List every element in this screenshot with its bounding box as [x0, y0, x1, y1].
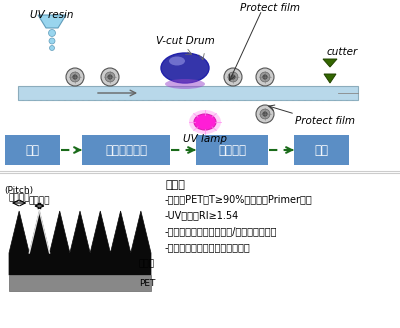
- Circle shape: [224, 68, 242, 86]
- Text: -UV树脂，RI≥1.54: -UV树脂，RI≥1.54: [165, 210, 239, 220]
- Ellipse shape: [165, 79, 205, 89]
- Circle shape: [263, 75, 267, 79]
- Circle shape: [256, 68, 274, 86]
- Ellipse shape: [189, 110, 221, 134]
- Circle shape: [49, 38, 55, 44]
- Circle shape: [66, 68, 84, 86]
- Text: PET: PET: [139, 278, 155, 288]
- Circle shape: [256, 105, 274, 123]
- Text: 树脂层: 树脂层: [139, 259, 155, 269]
- Text: cutter: cutter: [326, 47, 358, 57]
- Text: -光学级PET（T≥90%），表面Primer处理: -光学级PET（T≥90%），表面Primer处理: [165, 194, 313, 204]
- Text: 放卷: 放卷: [26, 144, 40, 156]
- Text: V-cut Drum: V-cut Drum: [156, 36, 214, 46]
- Circle shape: [101, 68, 119, 86]
- Text: 表面固化: 表面固化: [218, 144, 246, 156]
- Polygon shape: [38, 15, 66, 28]
- Polygon shape: [324, 74, 336, 83]
- Text: -生产在无尘室（千级途布/万级备货）进行: -生产在无尘室（千级途布/万级备货）进行: [165, 226, 278, 236]
- Circle shape: [263, 112, 267, 116]
- Polygon shape: [9, 211, 151, 275]
- Text: -精密结构设计及途层技术是难点: -精密结构设计及途层技术是难点: [165, 242, 251, 252]
- FancyBboxPatch shape: [9, 275, 151, 291]
- Text: (Pitch): (Pitch): [4, 186, 34, 195]
- Circle shape: [108, 75, 112, 79]
- Ellipse shape: [194, 114, 216, 130]
- Circle shape: [50, 46, 54, 51]
- Ellipse shape: [169, 56, 185, 66]
- Circle shape: [48, 30, 56, 36]
- Circle shape: [260, 109, 270, 119]
- Text: 备注：: 备注：: [165, 180, 185, 190]
- Text: Protect film: Protect film: [240, 3, 300, 13]
- FancyBboxPatch shape: [18, 86, 358, 100]
- Circle shape: [70, 72, 80, 82]
- FancyBboxPatch shape: [294, 135, 349, 165]
- Text: UV lamp: UV lamp: [183, 134, 227, 144]
- FancyBboxPatch shape: [5, 135, 60, 165]
- Circle shape: [73, 75, 77, 79]
- Text: UV resin: UV resin: [30, 10, 74, 20]
- Text: 精密结构途层: 精密结构途层: [105, 144, 147, 156]
- Text: 顶角角度: 顶角角度: [29, 196, 50, 205]
- Circle shape: [231, 75, 235, 79]
- FancyBboxPatch shape: [196, 135, 268, 165]
- Ellipse shape: [161, 53, 209, 83]
- Text: 收卷: 收卷: [314, 144, 328, 156]
- Text: 棱镜间距: 棱镜间距: [8, 193, 30, 202]
- Circle shape: [260, 72, 270, 82]
- Polygon shape: [323, 59, 337, 67]
- Circle shape: [228, 72, 238, 82]
- Circle shape: [105, 72, 115, 82]
- FancyBboxPatch shape: [82, 135, 170, 165]
- Text: Protect film: Protect film: [295, 116, 355, 126]
